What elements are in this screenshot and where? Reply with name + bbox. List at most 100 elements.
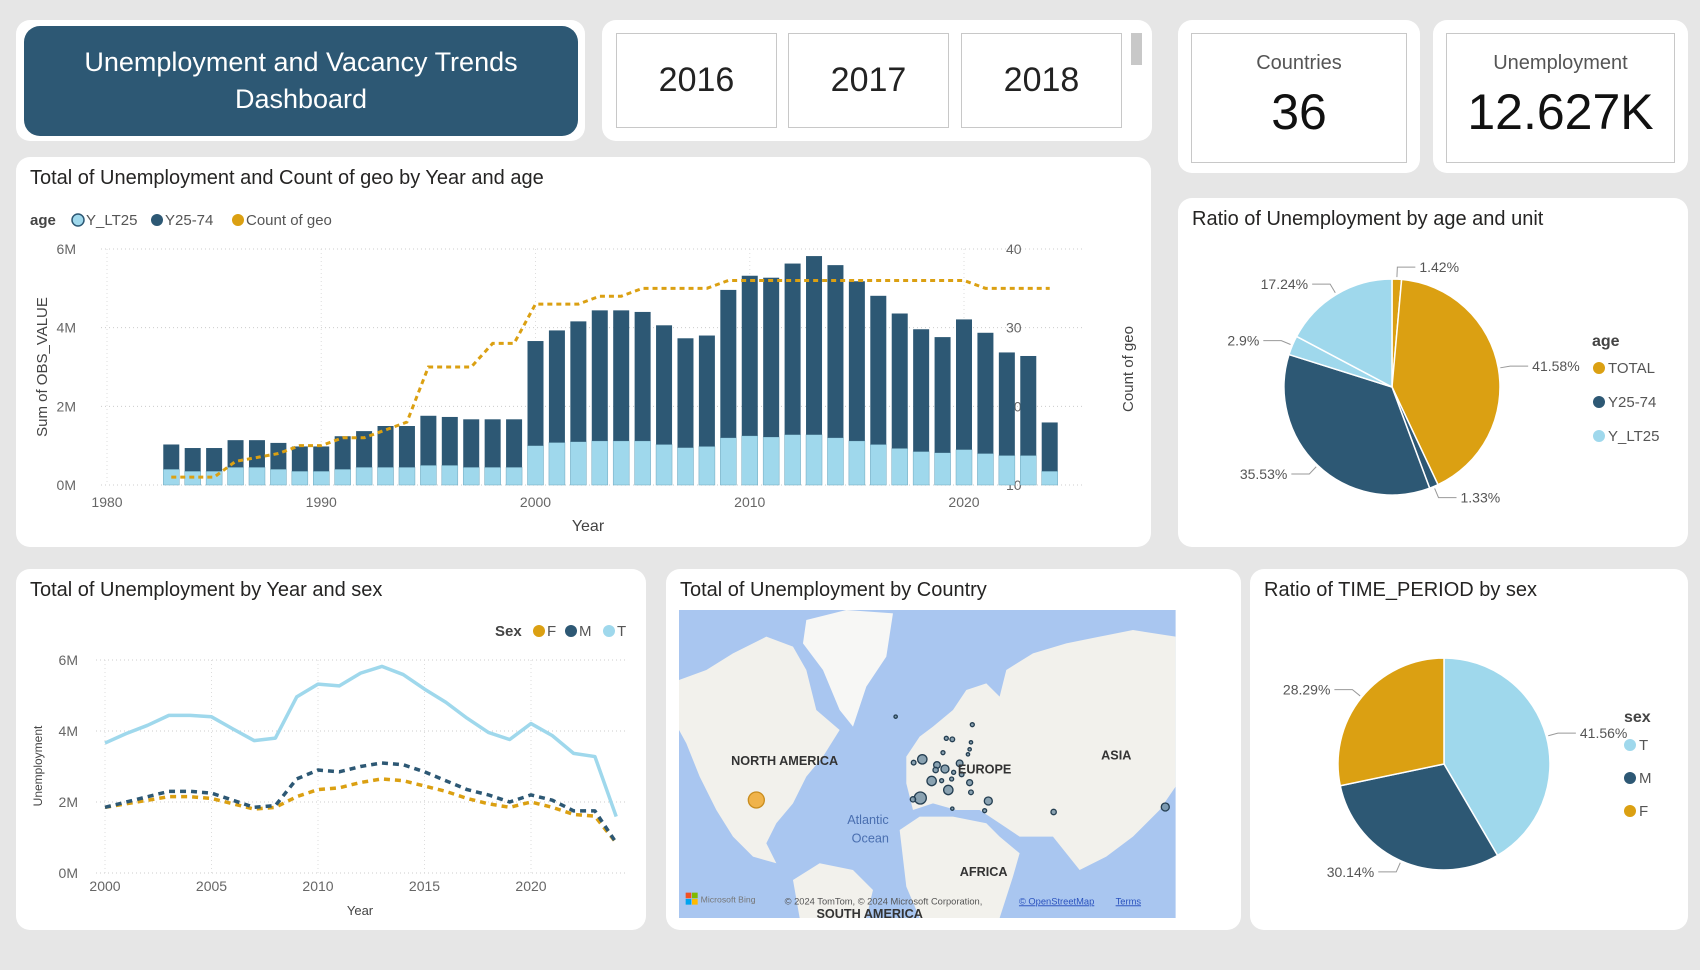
- bar-y25-74: [1041, 422, 1058, 472]
- legend-label[interactable]: Y_LT25: [1608, 428, 1659, 445]
- x-tick-label: 2020: [515, 878, 546, 894]
- x-tick-label: 2005: [196, 878, 227, 894]
- bar-y25-74: [377, 426, 394, 468]
- country-bubble: [965, 778, 974, 787]
- bar-y-lt25: [548, 442, 566, 486]
- legend-title: sex: [1624, 709, 1651, 726]
- bar-y25-74: [806, 256, 823, 435]
- y-axis-title: Unemployment: [31, 725, 45, 806]
- bar-y25-74: [998, 352, 1015, 456]
- slicer-scrollbar[interactable]: [1131, 33, 1142, 65]
- bar-y25-74: [484, 419, 501, 468]
- bar-y25-74: [227, 440, 244, 468]
- x-tick-label: 2010: [734, 494, 765, 510]
- legend-label[interactable]: F: [1639, 803, 1648, 820]
- legend-title: age: [30, 212, 56, 229]
- legend-label[interactable]: Y_LT25: [86, 212, 137, 229]
- bar-y25-74: [977, 332, 994, 454]
- map-label-ocean: Ocean: [852, 832, 889, 846]
- bar-y25-74: [891, 313, 908, 449]
- year-option-2018[interactable]: 2018: [961, 33, 1122, 128]
- bar-y25-74: [763, 277, 780, 438]
- bar-y25-74: [591, 310, 608, 441]
- bar-y25-74: [441, 416, 458, 466]
- leader-line: [1396, 266, 1416, 278]
- year-option-2017[interactable]: 2017: [788, 33, 949, 128]
- leader-line: [1378, 862, 1401, 873]
- legend-label[interactable]: F: [547, 623, 556, 640]
- bar-y25-74: [291, 446, 308, 472]
- bar-y25-74: [463, 419, 480, 468]
- bar-chart-panel[interactable]: Total of Unemployment and Count of geo b…: [16, 157, 1151, 547]
- bar-y-lt25: [848, 440, 866, 486]
- dashboard-title-button[interactable]: Unemployment and Vacancy Trends Dashboar…: [24, 26, 578, 136]
- bar-y-lt25: [527, 445, 544, 486]
- y-tick-label: 0M: [57, 477, 76, 493]
- line-chart-panel[interactable]: Total of Unemployment by Year and sex Se…: [16, 569, 646, 930]
- country-bubble: [958, 771, 965, 778]
- bar-y25-74: [956, 319, 972, 450]
- pie-sex-panel[interactable]: Ratio of TIME_PERIOD by sex sex 41.56% 30…: [1250, 569, 1688, 930]
- pie-age-panel[interactable]: Ratio of Unemployment by age and unit ag…: [1178, 198, 1688, 547]
- bar-y-lt25: [334, 469, 351, 486]
- legend-marker-m: [565, 625, 577, 637]
- legend-label[interactable]: T: [617, 623, 626, 640]
- bar-y25-74: [741, 275, 758, 436]
- country-bubble: [967, 746, 972, 752]
- legend-label[interactable]: M: [579, 623, 592, 640]
- map-label-europe: EUROPE: [958, 762, 1011, 776]
- x-axis-title: Year: [572, 518, 605, 535]
- pie-chart-age: age 1.42% 41.58% 1.33% 35.53% 2.9% 17.24% TOTA…: [1227, 259, 1659, 505]
- line-count-of-geo: [171, 278, 1050, 479]
- legend-label[interactable]: Y25-74: [165, 212, 213, 229]
- leader-line: [1500, 365, 1529, 369]
- bar-y-lt25: [591, 440, 609, 486]
- bar-y25-74: [163, 444, 180, 470]
- legend-label[interactable]: Count of geo: [246, 212, 332, 229]
- country-bubble: [932, 766, 939, 774]
- pie-slice-total: [1391, 278, 1501, 486]
- data-label: 30.14%: [1327, 864, 1374, 880]
- bar-y-lt25: [655, 444, 673, 486]
- legend-marker: [1593, 362, 1605, 374]
- bar-y25-74: [870, 295, 887, 445]
- bar-y-lt25: [955, 449, 973, 486]
- pie-slice-f: [1337, 657, 1445, 787]
- country-bubble: [955, 759, 964, 768]
- map-panel[interactable]: Total of Unemployment by Country NORTH A…: [666, 569, 1241, 930]
- bar-y-lt25: [891, 448, 908, 486]
- legend-label[interactable]: TOTAL: [1608, 360, 1655, 377]
- legend-label[interactable]: M: [1639, 770, 1652, 787]
- data-label: 41.56%: [1580, 725, 1627, 741]
- leader-line: [1312, 283, 1336, 294]
- bar-y25-74: [527, 341, 544, 446]
- data-label: 35.53%: [1240, 466, 1287, 482]
- country-bubble: [926, 775, 937, 787]
- year-option-2016[interactable]: 2016: [616, 33, 777, 128]
- line-chart: Sex F M T Unemployment Year 0M 2M 4M 6M 2000…: [31, 623, 628, 918]
- map-label-ocean: Atlantic: [847, 813, 889, 827]
- leader-line: [1548, 732, 1576, 737]
- leader-line: [1434, 488, 1457, 499]
- legend-marker-t: [603, 625, 615, 637]
- bar-y25-74: [934, 337, 951, 453]
- legend-label[interactable]: T: [1639, 737, 1648, 754]
- bar-y25-74: [698, 335, 715, 447]
- country-bubble: [942, 784, 954, 796]
- bubble-usa: [747, 791, 765, 809]
- pie-chart-sex: sex 41.56% 30.14% 28.29% TMF: [1283, 657, 1652, 880]
- bar-y25-74: [634, 311, 651, 441]
- legend-label[interactable]: Y25-74: [1608, 394, 1656, 411]
- y-tick-label: 4M: [57, 320, 76, 336]
- map[interactable]: NORTH AMERICA EUROPE ASIA AFRICA SOUTH A…: [679, 610, 1229, 918]
- bar-y-lt25: [227, 467, 244, 486]
- line-series-t: [104, 664, 618, 818]
- bar-y25-74: [848, 281, 865, 441]
- openstreetmap-link[interactable]: © OpenStreetMap: [1019, 896, 1094, 906]
- bar-y-lt25: [398, 467, 416, 486]
- bar-y25-74: [420, 415, 437, 466]
- data-label: 41.58%: [1532, 358, 1579, 374]
- data-label: 17.24%: [1261, 276, 1308, 292]
- terms-link[interactable]: Terms: [1116, 896, 1142, 906]
- bar-y-lt25: [505, 467, 523, 486]
